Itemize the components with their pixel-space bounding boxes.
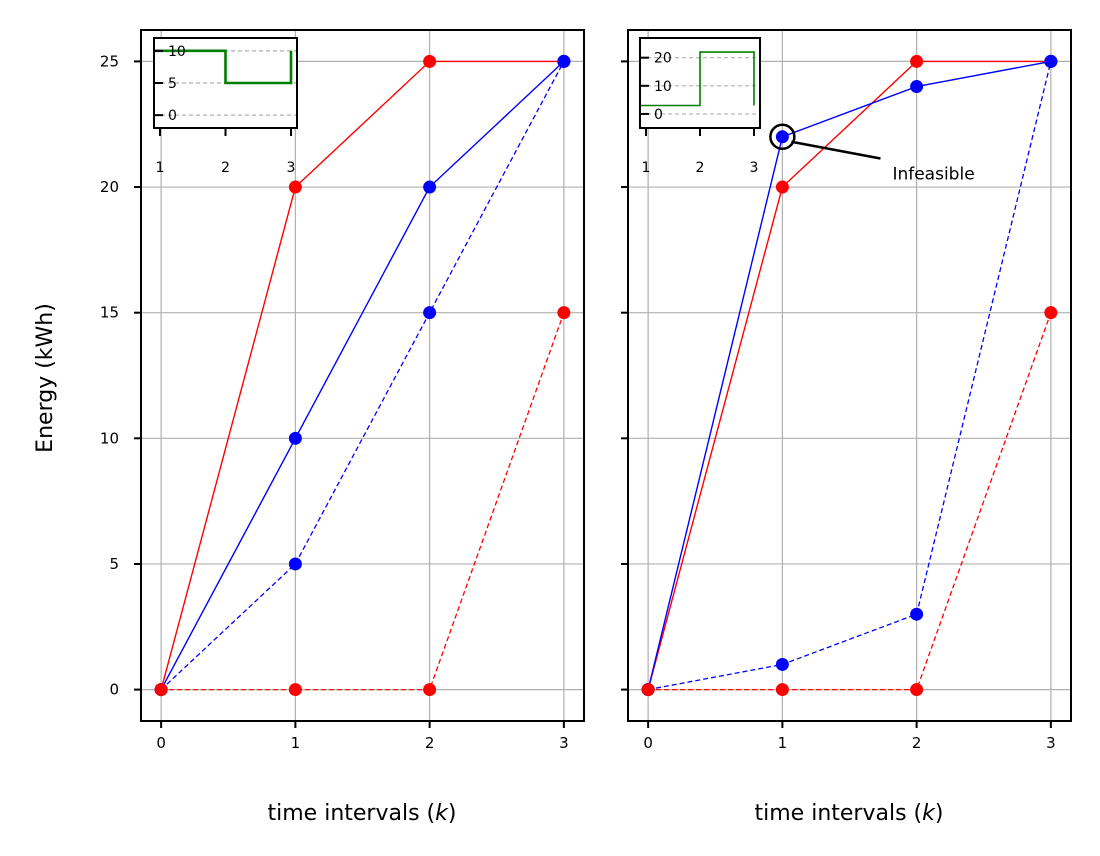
data-point-red bbox=[641, 683, 655, 697]
y-tick-label: 0 bbox=[109, 681, 119, 699]
x-tick-label: 2 bbox=[425, 734, 435, 752]
data-point-blue bbox=[288, 431, 302, 445]
right-panel: Infeasible 0 1 2 3 0 10 20 1 2 3 bbox=[621, 29, 1072, 752]
y-tick-label: 15 bbox=[100, 304, 119, 322]
data-point-red bbox=[775, 683, 789, 697]
x-tick-label: 1 bbox=[291, 734, 301, 752]
annotation-circle bbox=[769, 123, 796, 151]
series-line-red-dashed bbox=[648, 312, 1052, 691]
x-tick-label: 3 bbox=[559, 734, 569, 752]
axes-frame bbox=[627, 29, 1072, 722]
x-tick-label: 0 bbox=[643, 734, 653, 752]
data-point-red bbox=[423, 683, 437, 697]
inset-chart: 0 10 20 1 2 3 bbox=[639, 37, 761, 176]
data-point-blue bbox=[423, 180, 437, 194]
data-point-red bbox=[288, 180, 302, 194]
inset-step-line bbox=[641, 51, 755, 107]
x-axis-label-left: time intervals (k) bbox=[268, 801, 457, 826]
data-point-red bbox=[775, 180, 789, 194]
inset-y-tick-label: 0 bbox=[168, 108, 177, 124]
data-point-blue bbox=[423, 306, 437, 320]
axes-frame bbox=[140, 29, 585, 722]
data-point-blue bbox=[775, 657, 789, 671]
gridlines bbox=[141, 30, 584, 721]
inset-x-tick-label: 3 bbox=[750, 160, 759, 176]
y-tick-label: 20 bbox=[100, 178, 119, 196]
series-line-red-solid bbox=[160, 60, 564, 690]
inset-y-tick-label: 10 bbox=[654, 79, 672, 95]
series-line-blue-dashed bbox=[648, 61, 1052, 691]
series-line-blue-solid bbox=[160, 60, 565, 690]
inset-x-tick-label: 2 bbox=[221, 160, 230, 176]
inset-x-tick-label: 1 bbox=[156, 160, 165, 176]
series-line-red-dashed bbox=[161, 312, 565, 691]
data-point-blue bbox=[910, 80, 924, 94]
data-point-blue bbox=[288, 557, 302, 571]
data-point-blue bbox=[557, 54, 571, 68]
annotation-label: Infeasible bbox=[892, 165, 974, 185]
y-axis-label: Energy (kWh) bbox=[33, 303, 58, 453]
x-tick-label: 0 bbox=[156, 734, 166, 752]
x-axis-label-right: time intervals (k) bbox=[755, 801, 944, 826]
inset-y-tick-label: 20 bbox=[654, 51, 672, 67]
data-point-blue bbox=[775, 130, 789, 144]
gridlines bbox=[628, 30, 1071, 721]
data-point-red bbox=[557, 306, 571, 320]
inset-y-tick-label: 10 bbox=[168, 44, 186, 60]
inset-y-tick-label: 0 bbox=[654, 107, 663, 123]
inset-y-tick-label: 5 bbox=[168, 76, 177, 92]
x-tick-label: 3 bbox=[1046, 734, 1056, 752]
y-tick-label: 5 bbox=[109, 555, 119, 573]
data-point-red bbox=[423, 54, 437, 68]
x-tick-label: 1 bbox=[778, 734, 788, 752]
inset-chart: 0 5 10 1 2 3 bbox=[153, 37, 298, 176]
y-tick-label: 10 bbox=[100, 429, 119, 447]
series-line-blue-solid bbox=[647, 60, 1051, 690]
x-tick-label: 2 bbox=[912, 734, 922, 752]
data-point-red bbox=[910, 683, 924, 697]
annotation-arrow bbox=[791, 140, 881, 160]
data-point-blue bbox=[1044, 54, 1058, 68]
data-point-red bbox=[1044, 306, 1058, 320]
y-tick-label: 25 bbox=[100, 52, 119, 70]
left-panel: 0 1 2 3 0 5 10 15 20 25 0 5 10 1 2 3 bbox=[100, 29, 585, 752]
data-point-red bbox=[288, 683, 302, 697]
inset-x-tick-label: 3 bbox=[287, 160, 296, 176]
data-point-red bbox=[154, 683, 168, 697]
data-point-red bbox=[910, 54, 924, 68]
inset-x-tick-label: 2 bbox=[696, 160, 705, 176]
inset-x-tick-label: 1 bbox=[642, 160, 651, 176]
series-line-red-solid bbox=[647, 60, 1051, 690]
data-point-blue bbox=[910, 607, 924, 621]
series-line-blue-dashed bbox=[160, 61, 565, 691]
